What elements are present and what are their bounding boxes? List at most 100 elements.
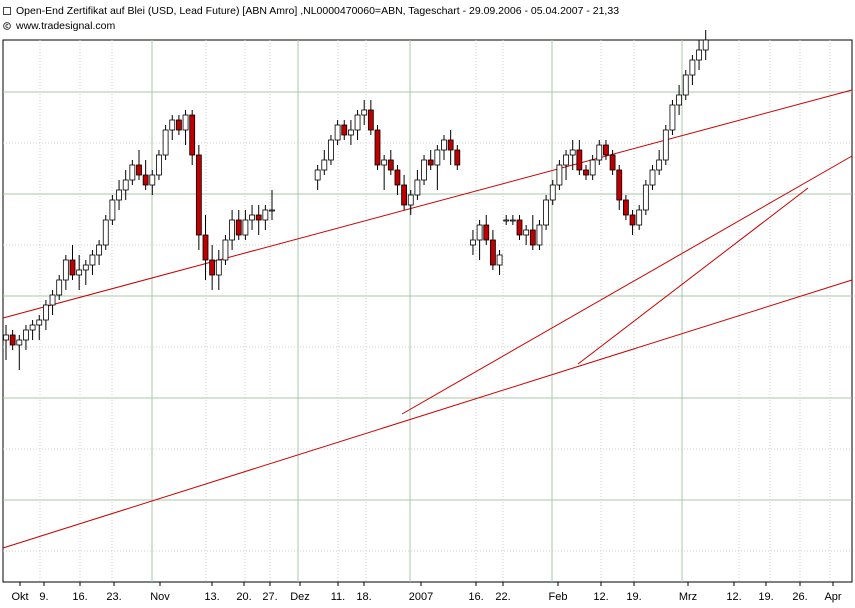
candle-body xyxy=(421,159,427,181)
candle xyxy=(596,140,603,165)
candle-body xyxy=(387,159,394,171)
chart-source-line: www.tradesignal.com xyxy=(3,19,115,32)
candle-body xyxy=(56,279,63,296)
candle xyxy=(109,195,116,225)
candle-body xyxy=(215,259,222,276)
candle xyxy=(569,140,576,170)
candle xyxy=(563,150,569,180)
candle-body xyxy=(434,149,441,166)
x-tick-label: 19. xyxy=(626,591,641,603)
candle xyxy=(169,115,176,140)
candle xyxy=(583,165,589,180)
candle xyxy=(623,195,629,220)
candle-body xyxy=(96,244,102,256)
candle xyxy=(82,260,89,285)
candle xyxy=(229,210,236,250)
candle xyxy=(676,85,682,115)
candle-body xyxy=(662,129,669,161)
candle xyxy=(235,210,242,240)
candle-body xyxy=(556,164,563,186)
candle-body xyxy=(136,164,142,176)
candle xyxy=(23,325,29,350)
candle xyxy=(523,225,530,245)
candle-body xyxy=(414,179,421,196)
candle xyxy=(689,55,696,85)
candle xyxy=(682,70,689,100)
x-tick-label: 20. xyxy=(236,591,251,603)
candle xyxy=(328,135,334,165)
candle xyxy=(136,150,142,180)
candle-body xyxy=(242,219,249,236)
candle xyxy=(76,255,83,290)
candle-body xyxy=(82,264,89,271)
candle xyxy=(483,215,490,245)
candle-body xyxy=(149,174,156,186)
candle-body xyxy=(503,219,510,222)
candle-body xyxy=(36,319,43,326)
candle-body xyxy=(182,114,189,131)
candle-body xyxy=(394,169,401,186)
candle xyxy=(549,180,556,205)
candle-body xyxy=(49,294,56,306)
candle-body xyxy=(536,224,543,246)
candle xyxy=(222,235,229,265)
candle-body xyxy=(483,224,490,241)
candle xyxy=(189,110,196,165)
candle-body xyxy=(676,94,682,106)
candle-body xyxy=(16,339,23,346)
candle xyxy=(603,140,609,160)
candle-body xyxy=(642,184,649,211)
x-tick-label: Mrz xyxy=(679,591,697,603)
candle xyxy=(421,155,427,185)
chart-header: Open-End Zertifikat auf Blei (USD, Lead … xyxy=(0,0,855,36)
candle-body xyxy=(69,259,76,276)
candle-body xyxy=(589,159,596,176)
x-tick-label: 12. xyxy=(593,591,608,603)
candle xyxy=(470,230,476,255)
candle-body xyxy=(314,169,321,181)
candle xyxy=(354,110,361,140)
candle-body xyxy=(109,199,116,221)
candle xyxy=(89,250,96,275)
candle xyxy=(454,145,461,170)
candle xyxy=(142,160,149,190)
x-tick-label: 19. xyxy=(758,591,773,603)
candle xyxy=(9,330,16,350)
candle xyxy=(56,275,63,300)
x-tick-label: 27. xyxy=(262,591,277,603)
candle-body xyxy=(523,229,530,236)
trend-line xyxy=(2,89,853,319)
candle xyxy=(249,205,255,230)
candle-body xyxy=(202,234,209,261)
candle-body xyxy=(122,179,129,191)
candle xyxy=(696,40,702,70)
candle xyxy=(334,120,341,145)
candle-body xyxy=(543,199,549,226)
candle xyxy=(381,155,388,190)
candle xyxy=(3,325,9,360)
candle xyxy=(441,135,447,160)
candle xyxy=(556,160,563,190)
candle xyxy=(589,155,596,180)
candle-body xyxy=(576,149,583,171)
candle-body xyxy=(603,144,609,156)
candle xyxy=(122,170,129,200)
candle-body xyxy=(262,209,269,221)
candle-body xyxy=(76,269,83,276)
candle-body xyxy=(156,154,162,176)
chart-source: www.tradesignal.com xyxy=(16,19,116,32)
chart-title-line: Open-End Zertifikat auf Blei (USD, Lead … xyxy=(3,4,619,17)
candle xyxy=(16,335,23,370)
candle-body xyxy=(249,214,255,221)
candle xyxy=(242,210,249,240)
x-tick-label: 16. xyxy=(72,591,87,603)
grid xyxy=(3,40,852,582)
candle xyxy=(269,190,275,220)
candle xyxy=(202,215,209,280)
candle xyxy=(414,170,421,200)
candle-body xyxy=(3,334,9,341)
candle-body xyxy=(209,259,216,276)
candle xyxy=(347,120,354,145)
x-tick-label: 13. xyxy=(204,591,219,603)
candle xyxy=(489,230,496,270)
